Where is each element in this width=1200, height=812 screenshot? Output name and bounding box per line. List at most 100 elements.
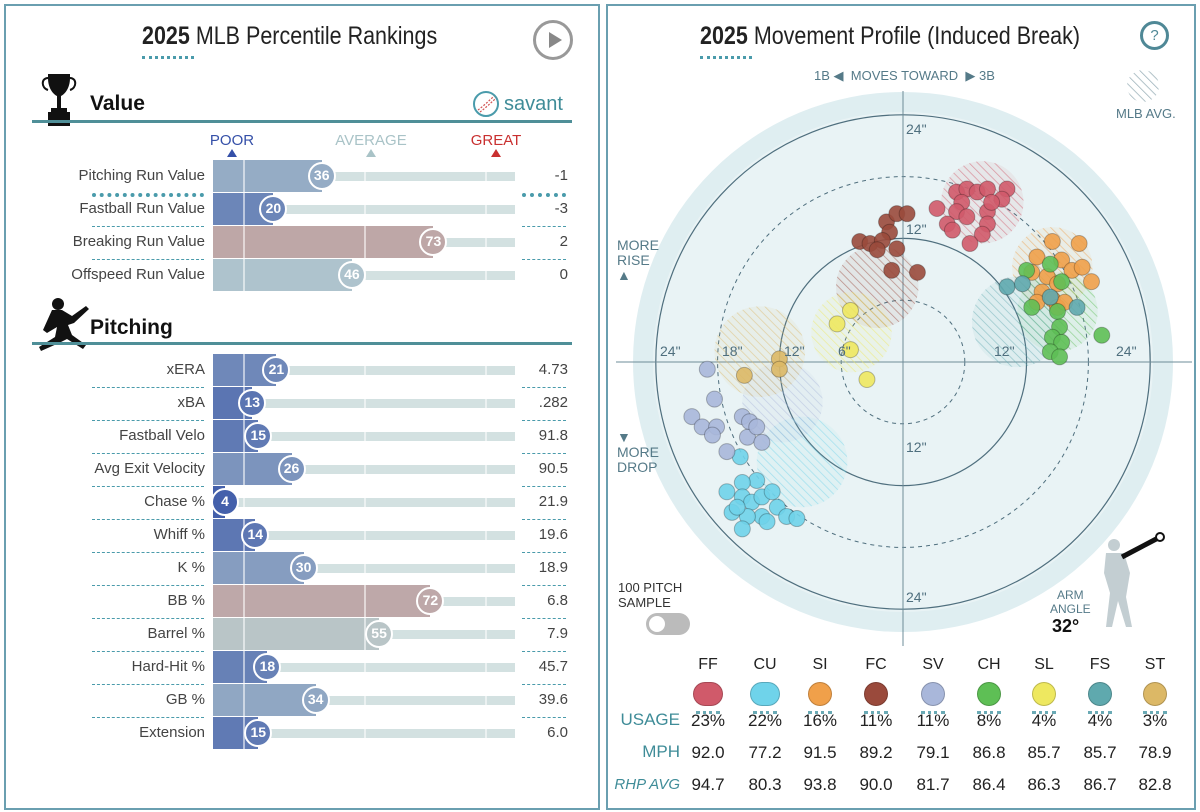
pitch-point-cu[interactable]: [788, 510, 806, 528]
pitch-point-ch[interactable]: [1093, 326, 1111, 344]
movement-profile-panel: 2025 Movement Profile (Induced Break) ? …: [606, 4, 1196, 810]
scale-tick: [364, 160, 366, 192]
pitch-color-swatch[interactable]: [750, 682, 780, 706]
pitch-sample-toggle[interactable]: [646, 613, 690, 635]
help-button[interactable]: ?: [1140, 21, 1169, 50]
pitch-point-ff[interactable]: [928, 200, 946, 218]
swatch-underline: [753, 711, 777, 714]
scale-tick: [484, 651, 487, 683]
savant-logo: savant: [472, 90, 563, 118]
pitch-point-cu[interactable]: [763, 483, 781, 501]
percentile-track: [321, 172, 515, 181]
metric-label: GB %: [165, 691, 205, 708]
pitch-point-sl[interactable]: [841, 302, 859, 319]
pitch-color-swatch[interactable]: [808, 682, 832, 706]
row-divider: [92, 717, 204, 718]
pitch-point-sv[interactable]: [703, 426, 721, 444]
pitch-point-cu[interactable]: [748, 471, 766, 489]
pitch-point-ff[interactable]: [961, 235, 979, 253]
scale-tick: [243, 552, 246, 584]
axis-label: 24": [906, 121, 927, 137]
play-button[interactable]: [533, 20, 573, 60]
metric-value: 0: [559, 266, 568, 283]
pitch-point-cu[interactable]: [758, 513, 776, 531]
pitch-point-si[interactable]: [1043, 232, 1061, 250]
row-divider: [92, 226, 204, 227]
row-divider: [522, 193, 566, 197]
pitch-color-swatch[interactable]: [1088, 682, 1112, 706]
percentile-bar: [213, 585, 431, 617]
percentile-bar: [213, 259, 352, 291]
pitch-point-sv[interactable]: [698, 360, 716, 378]
pitch-point-sv[interactable]: [748, 418, 766, 436]
pitch-point-sl[interactable]: [858, 371, 876, 389]
pitch-point-fc[interactable]: [868, 241, 886, 259]
pitch-point-st[interactable]: [735, 366, 753, 384]
metric-value: 91.8: [538, 427, 568, 444]
pitch-point-sl[interactable]: [841, 341, 859, 359]
metric-value: 39.6: [538, 691, 568, 708]
mph-row-label: MPH: [642, 742, 680, 761]
pitch-point-sv[interactable]: [683, 408, 701, 426]
percentile-track: [351, 271, 515, 280]
percentile-rankings-panel: 2025 MLB Percentile Rankings Value savan…: [4, 4, 600, 810]
pitch-color-swatch[interactable]: [977, 682, 1001, 706]
scale-tick: [243, 354, 246, 386]
pitch-point-ch[interactable]: [1053, 273, 1071, 291]
pitch-point-cu[interactable]: [733, 474, 751, 492]
pitch-point-st[interactable]: [770, 360, 788, 378]
percentile-bar: [213, 226, 434, 258]
pitch-point-fs[interactable]: [998, 278, 1016, 296]
row-divider: [522, 226, 566, 227]
percentile-badge: 55: [365, 620, 394, 648]
pitch-point-si[interactable]: [1028, 248, 1046, 266]
pitch-point-fc[interactable]: [898, 205, 916, 223]
pitch-point-ff[interactable]: [983, 193, 1001, 211]
axis-label: 12": [784, 343, 805, 359]
percentile-badge: 73: [419, 228, 448, 256]
pitch-color-swatch[interactable]: [693, 682, 723, 706]
pitch-point-sv[interactable]: [753, 433, 771, 451]
row-divider: [92, 453, 204, 454]
pitch-point-si[interactable]: [1082, 273, 1100, 291]
row-divider: [92, 486, 204, 487]
pitch-mph: 89.2: [859, 743, 893, 762]
pitch-point-fs[interactable]: [1041, 288, 1059, 306]
scale-tick: [243, 193, 246, 225]
scale-tick: [243, 160, 246, 192]
pitch-point-ch[interactable]: [1051, 348, 1069, 366]
pitch-point-si[interactable]: [1073, 258, 1091, 276]
pitch-point-fs[interactable]: [1068, 298, 1086, 316]
percentile-badge: 18: [253, 653, 282, 681]
pitch-color-swatch[interactable]: [921, 682, 945, 706]
pitch-point-cu[interactable]: [733, 520, 751, 538]
pitch-point-ff[interactable]: [973, 225, 991, 243]
pitch-point-ch[interactable]: [1049, 303, 1066, 321]
pitch-point-sv[interactable]: [738, 428, 756, 446]
pitch-point-sv[interactable]: [706, 390, 724, 408]
pitch-point-ch[interactable]: [1041, 255, 1059, 273]
pitch-point-si[interactable]: [1070, 235, 1088, 253]
pitch-color-swatch[interactable]: [1032, 682, 1056, 706]
pitch-point-fc[interactable]: [908, 263, 926, 281]
pitch-point-cu[interactable]: [718, 483, 736, 501]
pitch-color-swatch[interactable]: [864, 682, 888, 706]
pitch-point-sv[interactable]: [718, 443, 736, 461]
pitch-point-fc[interactable]: [888, 240, 906, 258]
rhp-avg-row-label: RHP AVG: [614, 776, 680, 793]
pitch-point-ff[interactable]: [958, 208, 976, 226]
pitch-point-ch[interactable]: [1023, 298, 1041, 316]
scale-tick: [484, 387, 487, 419]
pitch-point-cu[interactable]: [728, 498, 746, 516]
pitch-point-ff[interactable]: [943, 221, 961, 239]
pitch-mph: 91.5: [803, 743, 837, 762]
percentile-track: [255, 531, 515, 540]
pitch-color-swatch[interactable]: [1143, 682, 1167, 706]
scale-tick: [364, 519, 366, 551]
pitch-point-fs[interactable]: [1013, 275, 1031, 293]
percentile-bar: [213, 684, 316, 716]
pitch-point-fc[interactable]: [883, 261, 901, 279]
metric-value: 21.9: [538, 493, 568, 510]
pitch-point-sl[interactable]: [828, 315, 846, 333]
pitch-rhp-avg: 90.0: [859, 775, 893, 794]
